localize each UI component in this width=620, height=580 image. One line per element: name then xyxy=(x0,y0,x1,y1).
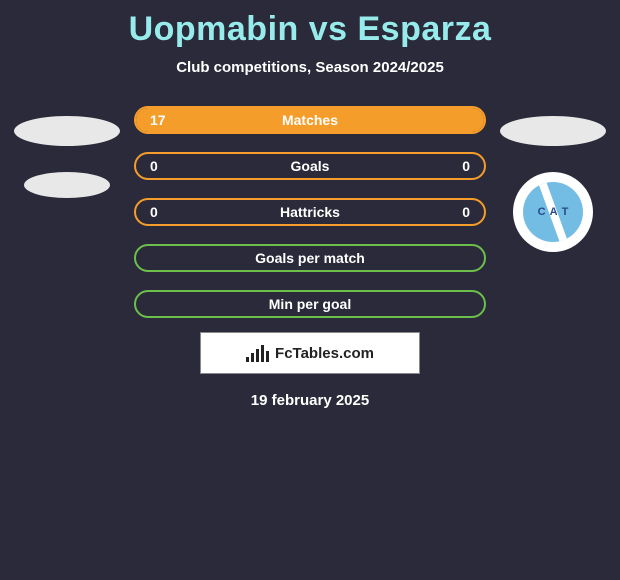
club-badge: CAT xyxy=(513,172,593,252)
stat-bar-goals: 0Goals0 xyxy=(134,152,486,180)
stat-left-value: 17 xyxy=(136,112,199,128)
stat-label: Matches xyxy=(199,112,422,128)
brand-text: FcTables.com xyxy=(275,345,374,362)
club-badge-letters: CAT xyxy=(538,206,569,218)
brand-box: FcTables.com xyxy=(200,332,420,374)
brand-bars-icon xyxy=(246,344,269,362)
right-ellipse-top xyxy=(500,116,606,146)
stat-bar-min-per-goal: Min per goal xyxy=(134,290,486,318)
stat-label: Goals xyxy=(199,158,422,174)
badge-letter: A xyxy=(550,206,558,218)
stat-bar-goals-per-match: Goals per match xyxy=(134,244,486,272)
left-ellipse-bottom xyxy=(24,172,110,198)
page-title: Uopmabin vs Esparza xyxy=(0,0,620,49)
date-line: 19 february 2025 xyxy=(0,392,620,409)
stat-label: Min per goal xyxy=(199,296,422,312)
stat-label: Hattricks xyxy=(199,204,422,220)
stat-bar-hattricks: 0Hattricks0 xyxy=(134,198,486,226)
left-player-col xyxy=(6,106,128,198)
subtitle: Club competitions, Season 2024/2025 xyxy=(0,59,620,76)
badge-letter: C xyxy=(538,206,546,218)
content-row: 17Matches0Goals00Hattricks0Goals per mat… xyxy=(0,106,620,318)
badge-letter: T xyxy=(562,206,569,218)
right-player-col: CAT xyxy=(492,106,614,252)
stats-bars: 17Matches0Goals00Hattricks0Goals per mat… xyxy=(128,106,492,318)
stat-label: Goals per match xyxy=(199,250,422,266)
stat-right-value: 0 xyxy=(421,158,484,174)
left-ellipse-top xyxy=(14,116,120,146)
stat-right-value: 0 xyxy=(421,204,484,220)
stat-left-value: 0 xyxy=(136,204,199,220)
stat-bar-matches: 17Matches xyxy=(134,106,486,134)
stat-left-value: 0 xyxy=(136,158,199,174)
